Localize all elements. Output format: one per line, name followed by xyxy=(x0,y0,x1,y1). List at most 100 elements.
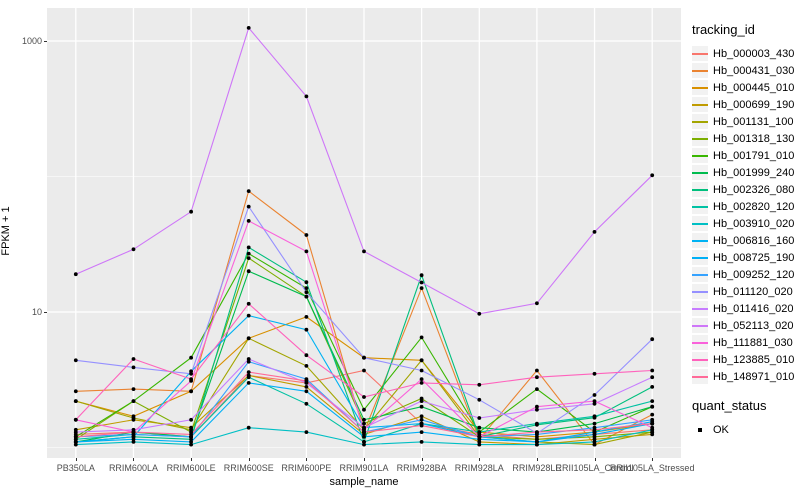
legend-label: Hb_002326_080 xyxy=(713,183,795,196)
x-tick-label-RRIM928LA: RRIM928LA xyxy=(454,463,504,473)
legend-item-Hb_111881_030: Hb_111881_030 xyxy=(690,334,800,351)
legend-line-icon xyxy=(692,240,708,242)
x-tick-label-RRII105LA_Control: RRII105LA_Control xyxy=(555,463,634,473)
data-point xyxy=(304,401,309,406)
data-point xyxy=(535,301,539,306)
legend-item-Hb_011416_020: Hb_011416_020 xyxy=(690,300,800,317)
data-point xyxy=(477,416,482,420)
data-point xyxy=(304,364,309,368)
data-point xyxy=(246,219,251,223)
legend-label: Hb_000003_430 xyxy=(713,47,795,60)
data-point xyxy=(246,251,251,256)
legend-item-Hb_001131_100: Hb_001131_100 xyxy=(690,113,800,130)
legend-label: Hb_001999_240 xyxy=(713,166,795,179)
data-point xyxy=(419,430,424,434)
legend-label: Hb_000445_010 xyxy=(713,81,795,94)
data-point xyxy=(650,417,655,422)
quant-legend-item-OK: OK xyxy=(690,421,800,438)
legend-item-Hb_123885_010: Hb_123885_010 xyxy=(690,351,800,368)
x-tick-label-RRIM600SE: RRIM600SE xyxy=(223,463,274,473)
legend-item-Hb_000003_430: Hb_000003_430 xyxy=(690,45,800,62)
data-point xyxy=(477,440,482,444)
data-point xyxy=(304,430,309,434)
data-point xyxy=(535,437,539,442)
y-tick-label-10: 10 xyxy=(31,307,42,317)
data-point xyxy=(131,399,136,403)
data-point xyxy=(535,407,539,412)
legend-rows: Hb_000003_430 Hb_000431_030 Hb_000445_010 H… xyxy=(690,45,800,385)
x-tick-label-RRIM928LE: RRIM928LE xyxy=(512,463,562,473)
legend-line-icon xyxy=(692,189,708,191)
legend-key-swatch xyxy=(692,165,708,180)
data-point xyxy=(189,432,194,437)
data-point xyxy=(362,368,366,373)
data-point xyxy=(246,313,251,318)
legend-label: Hb_008725_190 xyxy=(713,251,795,264)
data-point xyxy=(189,442,194,447)
data-point xyxy=(362,421,366,426)
x-tick-mark xyxy=(133,458,135,461)
data-point xyxy=(419,286,424,290)
data-point xyxy=(650,173,655,178)
data-point xyxy=(362,417,366,422)
data-point xyxy=(419,399,424,403)
legend-line-icon xyxy=(692,274,708,276)
legend-key-swatch xyxy=(692,284,708,299)
plot-panel xyxy=(47,8,681,458)
data-point xyxy=(477,434,482,439)
x-tick-mark xyxy=(248,458,250,461)
legend-item-Hb_006816_160: Hb_006816_160 xyxy=(690,232,800,249)
legend-key-swatch xyxy=(692,335,708,350)
data-point xyxy=(650,404,655,409)
data-point xyxy=(131,247,136,252)
data-point xyxy=(131,357,136,361)
x-tick-label-RRIM600LA: RRIM600LA xyxy=(108,463,158,473)
data-point xyxy=(246,357,251,361)
data-point xyxy=(362,395,366,399)
data-point xyxy=(304,249,309,254)
data-point xyxy=(592,432,597,437)
legend-key-swatch xyxy=(692,114,708,129)
quant-legend-label: OK xyxy=(713,423,729,436)
data-point xyxy=(650,337,655,342)
data-point xyxy=(73,440,78,444)
data-point xyxy=(246,189,251,194)
data-point xyxy=(304,280,309,285)
data-point xyxy=(592,371,597,376)
data-point xyxy=(362,434,366,439)
legend-item-Hb_011120_020: Hb_011120_020 xyxy=(690,283,800,300)
data-point xyxy=(535,368,539,373)
legend-label: Hb_009252_120 xyxy=(713,268,795,281)
legend-title: tracking_id xyxy=(692,22,755,37)
data-point xyxy=(419,335,424,340)
data-point xyxy=(189,440,194,444)
legend-label: Hb_011120_020 xyxy=(713,285,793,298)
data-point xyxy=(304,353,309,358)
data-point xyxy=(189,389,194,394)
legend-line-icon xyxy=(692,53,708,55)
data-point xyxy=(304,233,309,237)
black-point-icon xyxy=(698,427,702,432)
legend-item-Hb_000431_030: Hb_000431_030 xyxy=(690,62,800,79)
data-point xyxy=(592,399,597,403)
data-point xyxy=(592,401,597,406)
data-point xyxy=(131,365,136,370)
data-point xyxy=(131,387,136,391)
data-point xyxy=(362,249,366,254)
x-tick-label-RRIM928BA: RRIM928BA xyxy=(396,463,447,473)
legend-item-Hb_148971_010: Hb_148971_010 xyxy=(690,368,800,385)
legend-key-swatch xyxy=(692,267,708,282)
legend-item-Hb_003910_020: Hb_003910_020 xyxy=(690,215,800,232)
data-point xyxy=(246,204,251,209)
x-tick-label-PB350LA: PB350LA xyxy=(56,463,95,473)
legend-key-swatch xyxy=(692,301,708,316)
data-point xyxy=(304,290,309,295)
data-point xyxy=(131,440,136,444)
data-point xyxy=(246,381,251,385)
legend-key-swatch xyxy=(692,97,708,112)
data-point xyxy=(246,301,251,306)
legend-key-swatch xyxy=(692,369,708,384)
data-point xyxy=(650,375,655,380)
data-point xyxy=(131,416,136,420)
data-point xyxy=(535,375,539,380)
